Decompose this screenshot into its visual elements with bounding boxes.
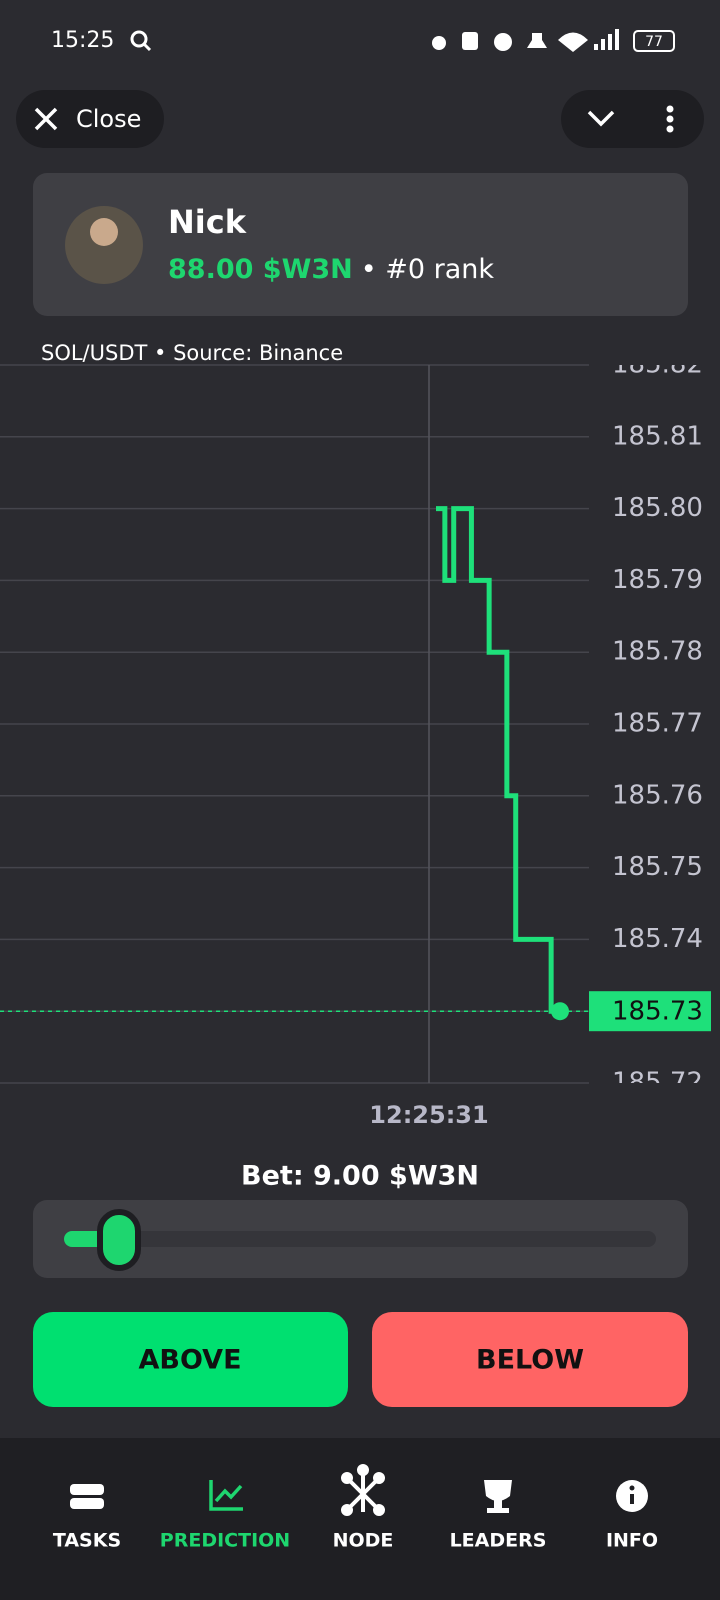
more-icon[interactable]	[666, 105, 674, 133]
y-tick-label: 185.78	[612, 637, 703, 667]
info-icon	[616, 1480, 648, 1512]
last-price-box	[589, 991, 711, 1032]
y-tick-label: 185.75	[612, 852, 703, 882]
collapse-icon[interactable]	[587, 110, 615, 127]
node-icon	[341, 1464, 385, 1516]
crosshair-time: 12:25:31	[369, 1101, 488, 1129]
close-button[interactable]	[16, 90, 164, 148]
bet-label: Bet: 9.00 $W3N	[241, 1161, 479, 1192]
search-icon	[130, 30, 152, 52]
below-label: BELOW	[476, 1345, 584, 1376]
chart-title: SOL/USDT • Source: Binance	[41, 341, 343, 365]
nav-label[interactable]: TASKS	[53, 1530, 121, 1552]
above-button[interactable]	[33, 1312, 348, 1407]
slider-thumb[interactable]	[97, 1209, 141, 1271]
y-tick-label: 185.76	[612, 780, 703, 810]
profile-stats: 88.00 $W3N • #0 rank	[168, 254, 494, 285]
y-tick-label: 185.80	[612, 493, 703, 523]
y-tick-label: 185.81	[612, 421, 703, 451]
tasks-icon	[70, 1484, 104, 1509]
close-label: Close	[76, 105, 141, 133]
below-button[interactable]	[372, 1312, 688, 1407]
profile-name: Nick	[168, 203, 247, 241]
profile-card	[33, 173, 688, 316]
y-tick-label: 185.72	[612, 1068, 703, 1098]
close-icon	[34, 107, 58, 131]
slider-track	[64, 1231, 656, 1247]
nav-label[interactable]: PREDICTION	[160, 1530, 290, 1552]
nav-labels: TASKS PREDICTION NODE LEADERS INFO	[53, 1530, 658, 1552]
y-tick-label: 185.74	[612, 924, 703, 954]
y-tick-label: 185.77	[612, 709, 703, 739]
last-point	[551, 1002, 569, 1021]
status-time: 15:25	[51, 28, 114, 53]
y-tick-label: 185.82	[612, 350, 703, 380]
rank: • #0 rank	[361, 254, 495, 285]
avatar-face	[90, 218, 118, 246]
balance: 88.00 $W3N	[168, 254, 353, 285]
price-line	[436, 506, 560, 1014]
status-icons	[432, 29, 619, 52]
prediction-icon	[209, 1480, 243, 1511]
nav-label[interactable]: LEADERS	[450, 1530, 547, 1552]
y-tick-label: 185.79	[612, 565, 703, 595]
nav-label[interactable]: NODE	[333, 1530, 394, 1552]
above-label: ABOVE	[138, 1345, 241, 1376]
y-tick-labels: 185.72 185.73 185.74 185.75 185.76 185.77 185.…	[612, 350, 703, 1098]
nav-bar	[0, 1438, 720, 1600]
chart: 185.72 185.73 185.74 185.75 185.76 185.77 185.…	[0, 350, 711, 1129]
menu-pill[interactable]	[561, 90, 704, 148]
nav-label[interactable]: INFO	[606, 1530, 658, 1552]
battery-level: 77	[645, 34, 663, 50]
leaders-icon	[484, 1480, 512, 1513]
battery	[633, 30, 675, 52]
last-price-label: 185.73	[612, 997, 703, 1027]
